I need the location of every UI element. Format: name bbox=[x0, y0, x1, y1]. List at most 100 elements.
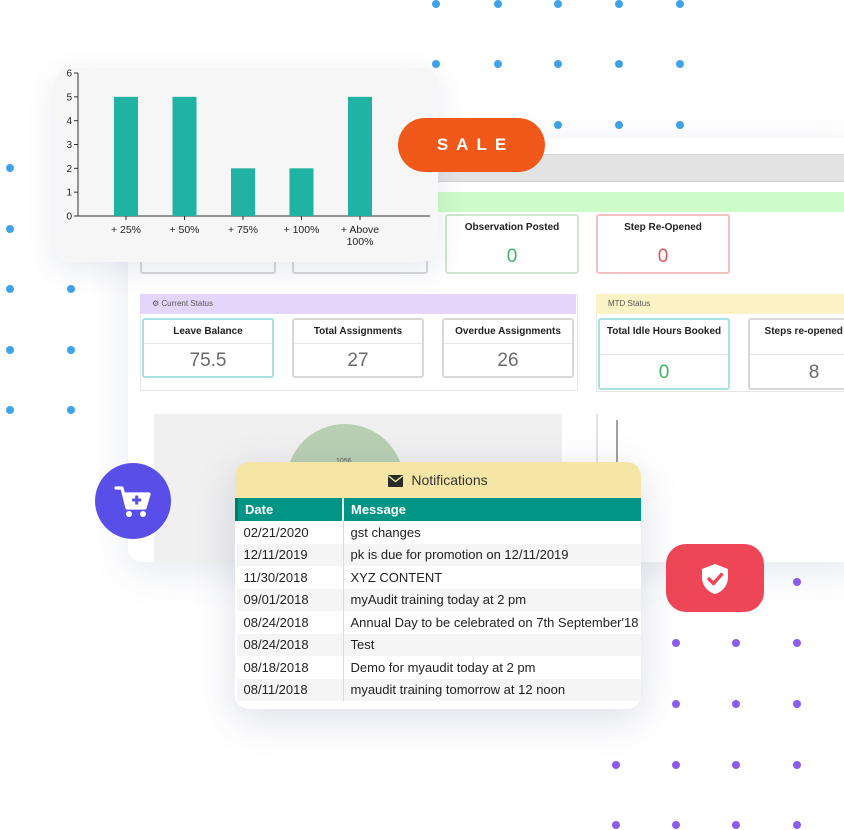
notification-message: pk is due for promotion on 12/11/2019 bbox=[343, 543, 641, 566]
decorative-dot bbox=[672, 761, 680, 769]
decorative-dot bbox=[676, 121, 684, 129]
decorative-dot bbox=[6, 346, 14, 354]
bar bbox=[172, 96, 197, 216]
notification-message: myaudit training tomorrow at 12 noon bbox=[343, 678, 641, 701]
decorative-dot bbox=[554, 60, 562, 68]
decorative-dot bbox=[6, 164, 14, 172]
decorative-dot bbox=[793, 639, 801, 647]
tile-value: 8 bbox=[808, 362, 820, 383]
notification-date: 12/11/2019 bbox=[236, 543, 344, 566]
table-row[interactable]: 11/30/2018 XYZ CONTENT bbox=[236, 566, 642, 589]
tile-divider bbox=[294, 343, 422, 344]
bar-chart-card: 0 1 2 3 4 5 6 + 25% + 50% + 75% + 100% + Above 100% bbox=[54, 68, 438, 262]
decorative-dot bbox=[732, 821, 740, 829]
x-tick-label: + 50% bbox=[169, 224, 199, 236]
x-tick-label: + 100% bbox=[284, 224, 320, 236]
column-header-date[interactable]: Date bbox=[235, 498, 344, 521]
tile-value: 0 bbox=[657, 246, 669, 267]
decorative-dot bbox=[6, 225, 14, 233]
tile-divider bbox=[600, 354, 728, 355]
chart-axis-line bbox=[616, 420, 618, 490]
tile-title: Steps re-opened you bbox=[764, 326, 844, 337]
notification-message: Demo for myaudit today at 2 pm bbox=[350, 659, 536, 675]
decorative-dot bbox=[432, 0, 440, 8]
notification-date: 08/24/2018 bbox=[236, 611, 344, 634]
decorative-dot bbox=[612, 821, 620, 829]
decorative-dot bbox=[793, 578, 801, 586]
notification-date: 08/18/2018 bbox=[236, 656, 344, 679]
notification-date: 09/01/2018 bbox=[236, 588, 344, 611]
decorative-dot bbox=[612, 761, 620, 769]
security-badge[interactable] bbox=[666, 544, 764, 612]
x-tick-label: + Above 100% bbox=[341, 224, 379, 248]
decorative-dot bbox=[732, 639, 740, 647]
notification-message: Annual Day to be celebrated on 7th Septe… bbox=[350, 614, 639, 630]
mtd-status-title: MTD Status bbox=[608, 299, 651, 308]
table-row[interactable]: 08/24/2018 Test bbox=[236, 633, 641, 656]
notification-message: Test bbox=[343, 633, 641, 656]
tile-value: 26 bbox=[497, 350, 519, 371]
notification-date: 11/30/2018 bbox=[236, 566, 344, 589]
table-row[interactable]: 12/11/2019 pk is due for promotion on 12/… bbox=[236, 543, 641, 566]
y-tick-label: 0 bbox=[66, 212, 72, 223]
tile-title: Overdue Assignments bbox=[455, 326, 561, 337]
column-header-message[interactable]: Message bbox=[343, 498, 641, 521]
decorative-dot bbox=[6, 285, 14, 293]
y-tick-label: 6 bbox=[66, 69, 72, 80]
table-header-row: Date Message bbox=[235, 498, 641, 521]
bar bbox=[348, 96, 372, 216]
y-tick-label: 1 bbox=[66, 188, 72, 199]
idle-hours-tile[interactable]: Total Idle Hours Booked 0 bbox=[598, 318, 730, 390]
tile-title: Observation Posted bbox=[464, 222, 560, 233]
table-row[interactable]: 08/11/2018 myaudit training tomorrow at 1… bbox=[236, 678, 641, 701]
tile-divider bbox=[750, 354, 844, 355]
tile-divider bbox=[444, 343, 572, 344]
decorative-dot bbox=[676, 60, 684, 68]
table-row[interactable]: 08/18/2018 Demo for myaudit today at 2 pm bbox=[236, 656, 642, 679]
x-tick-label: + 25% bbox=[111, 224, 141, 236]
decorative-dot bbox=[67, 285, 75, 293]
bar-chart: 0 1 2 3 4 5 6 + 25% + 50% + 75% + 100% + Above 100% bbox=[66, 69, 430, 248]
notification-date: 08/11/2018 bbox=[236, 678, 344, 701]
decorative-dot bbox=[676, 0, 684, 8]
table-row[interactable]: 08/24/2018 Annual Day to be celebrated on… bbox=[236, 611, 642, 634]
notifications-header: Notifications bbox=[235, 462, 641, 498]
y-tick-label: 4 bbox=[66, 116, 72, 127]
y-tick-label: 2 bbox=[66, 164, 72, 175]
decorative-dot bbox=[732, 761, 740, 769]
notifications-panel: Notifications Date Message 02/21/2020 gst… bbox=[235, 462, 641, 709]
y-tick-label: 5 bbox=[66, 92, 72, 103]
decorative-dot bbox=[615, 121, 623, 129]
total-assignments-tile[interactable]: Total Assignments 27 bbox=[292, 318, 424, 378]
observation-posted-tile[interactable]: Observation Posted 0 bbox=[445, 214, 579, 274]
notifications-title: Notifications bbox=[411, 472, 488, 488]
notifications-table: Date Message 02/21/2020 gst changes 12/11/… bbox=[235, 498, 641, 701]
current-status-header: ⚙ Current Status bbox=[140, 294, 576, 314]
current-status-title: Current Status bbox=[161, 299, 213, 308]
decorative-dot bbox=[67, 406, 75, 414]
add-to-cart-button[interactable] bbox=[95, 463, 171, 539]
decorative-dot bbox=[672, 700, 680, 708]
step-reopened-tile[interactable]: Step Re-Opened 0 bbox=[596, 214, 730, 274]
decorative-dot bbox=[67, 346, 75, 354]
notification-message: XYZ CONTENT bbox=[350, 569, 443, 585]
x-tick-label: + 75% bbox=[228, 224, 258, 236]
leave-balance-tile[interactable]: Leave Balance 75.5 bbox=[142, 318, 274, 378]
decorative-dot bbox=[615, 0, 623, 8]
tile-divider bbox=[144, 343, 272, 344]
tile-value: 27 bbox=[347, 350, 369, 371]
decorative-dot bbox=[732, 700, 740, 708]
steps-reopened-you-tile[interactable]: Steps re-opened you 8 bbox=[748, 318, 844, 390]
decorative-dot bbox=[793, 821, 801, 829]
decorative-dot bbox=[615, 60, 623, 68]
overdue-assignments-tile[interactable]: Overdue Assignments 26 bbox=[442, 318, 574, 378]
table-row[interactable]: 02/21/2020 gst changes bbox=[236, 521, 642, 544]
tile-title: Total Assignments bbox=[313, 326, 403, 337]
y-tick-label: 3 bbox=[66, 140, 72, 151]
notification-date: 02/21/2020 bbox=[236, 521, 344, 544]
sale-badge[interactable]: SALE bbox=[398, 118, 545, 172]
decorative-dot bbox=[432, 60, 440, 68]
shield-check-icon bbox=[702, 564, 728, 594]
add-to-cart-icon bbox=[114, 486, 151, 517]
table-row[interactable]: 09/01/2018 myAudit training today at 2 pm bbox=[236, 588, 641, 611]
